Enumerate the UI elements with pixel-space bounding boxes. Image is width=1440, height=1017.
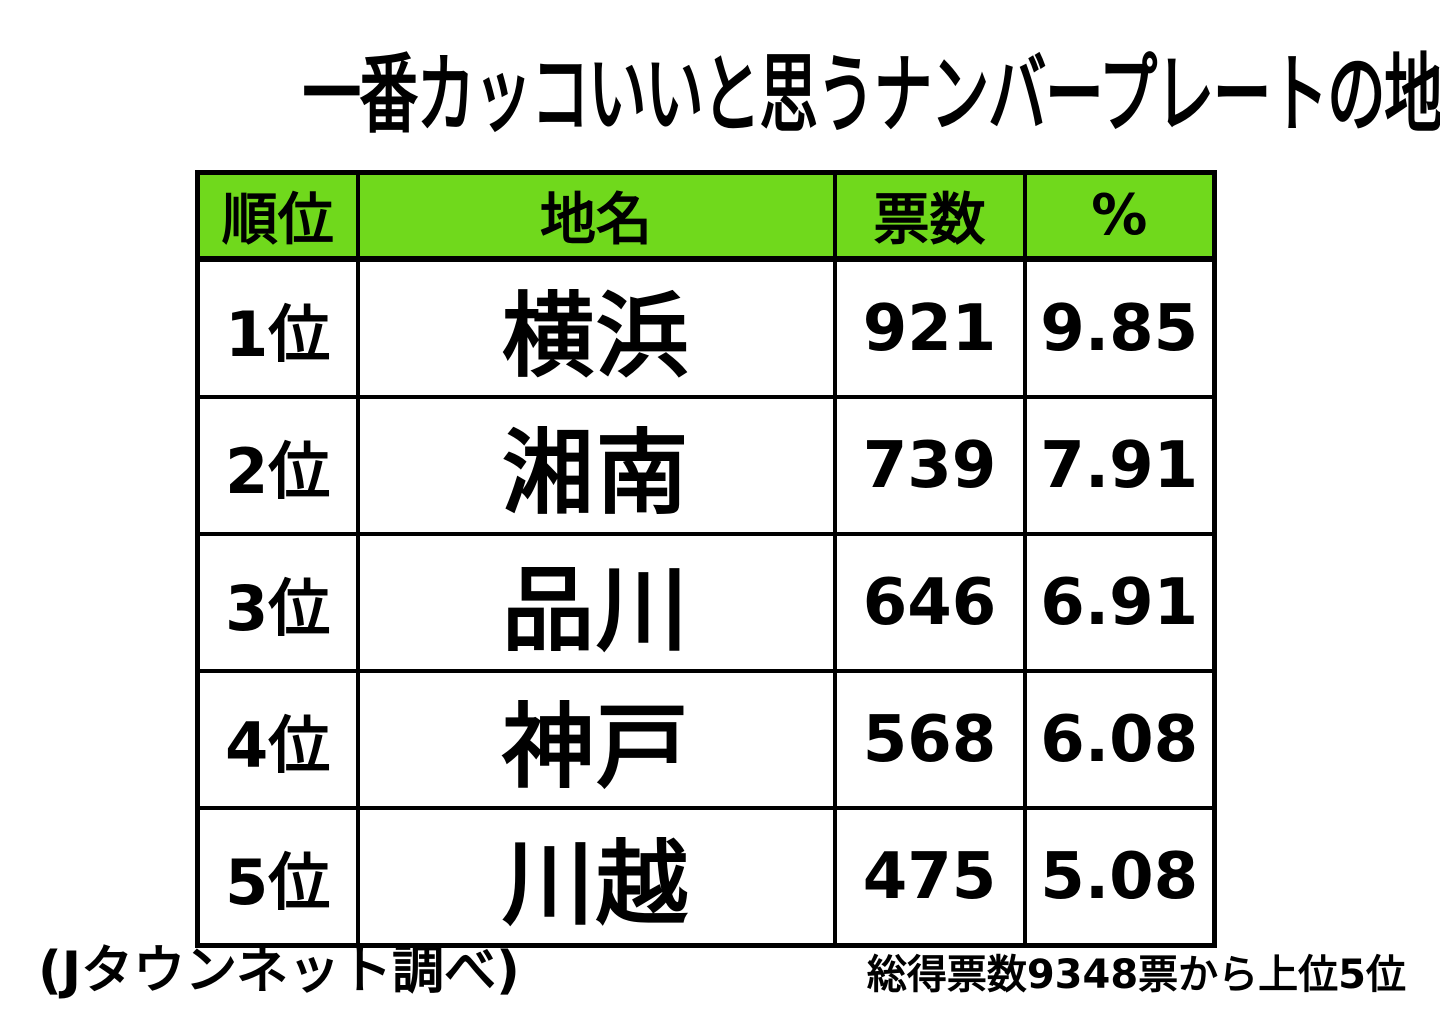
percent-cell: 5.08 — [1022, 806, 1217, 948]
header-percent: % — [1022, 170, 1217, 262]
place-cell: 川越 — [355, 806, 837, 948]
rank-cell: 3位 — [195, 532, 360, 673]
table-row: 3位 品川 646 6.91 — [195, 532, 1217, 673]
rank-cell: 4位 — [195, 669, 360, 810]
percent-cell: 6.91 — [1022, 532, 1217, 673]
header-place: 地名 — [355, 170, 837, 262]
percent-cell: 9.85 — [1022, 257, 1217, 399]
votes-cell: 646 — [832, 532, 1027, 673]
votes-cell: 568 — [832, 669, 1027, 810]
total-votes-note: 総得票数9348票から上位5位 — [866, 952, 1406, 998]
place-cell: 品川 — [355, 532, 837, 673]
votes-cell: 739 — [832, 395, 1027, 536]
header-votes: 票数 — [832, 170, 1027, 262]
votes-cell: 921 — [832, 257, 1027, 399]
table-row: 5位 川越 475 5.08 — [195, 806, 1217, 948]
place-cell: 神戸 — [355, 669, 837, 810]
rank-cell: 2位 — [195, 395, 360, 536]
percent-cell: 7.91 — [1022, 395, 1217, 536]
votes-cell: 475 — [832, 806, 1027, 948]
table-row: 1位 横浜 921 9.85 — [195, 257, 1217, 399]
survey-source-note: (Jタウンネット調べ) — [38, 941, 520, 1001]
table-header-row: 順位 地名 票数 % — [195, 170, 1217, 262]
table-row: 2位 湘南 739 7.91 — [195, 395, 1217, 536]
page-title: 一番カッコいいと思うナンバープレートの地名は? — [0, 48, 1440, 143]
percent-cell: 6.08 — [1022, 669, 1217, 810]
rank-cell: 1位 — [195, 257, 360, 399]
table-row: 4位 神戸 568 6.08 — [195, 669, 1217, 810]
page-title-text: 一番カッコいいと思うナンバープレートの地名は? — [302, 45, 1440, 145]
rank-cell: 5位 — [195, 806, 360, 948]
place-cell: 湘南 — [355, 395, 837, 536]
place-cell: 横浜 — [355, 257, 837, 399]
ranking-table: 順位 地名 票数 % 1位 横浜 921 9.85 2位 湘南 739 7.91… — [195, 170, 1217, 948]
header-rank: 順位 — [195, 170, 360, 262]
